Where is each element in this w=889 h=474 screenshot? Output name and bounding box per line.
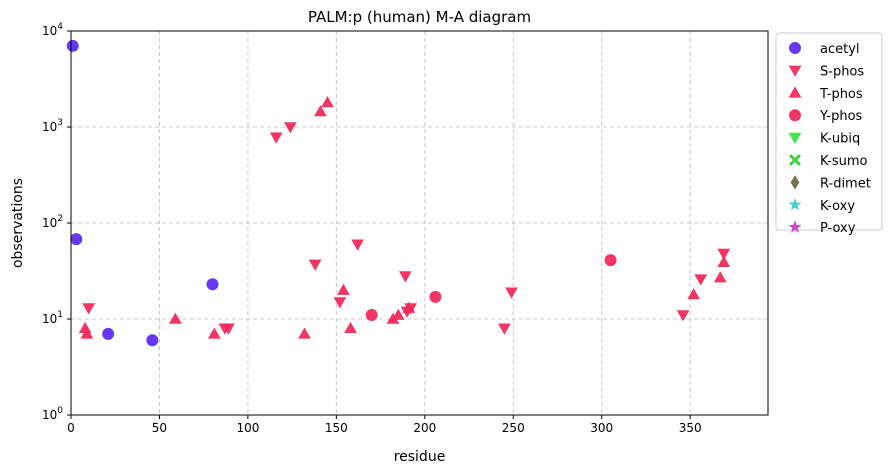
data-point-s-phos: [308, 259, 322, 271]
y-tick-label: 100: [42, 406, 63, 422]
data-point-acetyl: [70, 233, 83, 246]
data-point-s-phos: [398, 271, 412, 283]
data-point-s-phos: [694, 274, 708, 286]
y-tick-label: 102: [42, 214, 63, 230]
legend-label-k-ubiq: K-ubiq: [820, 132, 860, 147]
legend-marker-k-sumo: [789, 154, 801, 166]
legend-marker-p-oxy: [788, 220, 802, 233]
data-point-t-phos: [80, 327, 94, 339]
x-tick-label: 350: [679, 421, 702, 435]
legend-marker-r-dimet: [790, 175, 800, 190]
data-point-t-phos: [717, 255, 731, 268]
legend-marker-k-oxy: [788, 198, 802, 211]
data-point-t-phos: [321, 96, 334, 108]
legend-marker-t-phos: [788, 86, 802, 98]
data-point-y-phos: [365, 309, 378, 322]
x-tick-label: 200: [413, 421, 436, 435]
legend-label-k-sumo: K-sumo: [820, 154, 868, 169]
legend-label-k-oxy: K-oxy: [820, 199, 855, 214]
x-tick-label: 50: [152, 421, 167, 435]
data-point-s-phos: [82, 303, 96, 315]
data-point-t-phos: [298, 327, 311, 339]
legend-marker-s-phos: [788, 65, 802, 77]
x-axis-ticks: 0 50 100 150 200 250 300 350: [67, 415, 702, 435]
data-point-t-phos: [344, 321, 357, 334]
legend-label-p-oxy: P-oxy: [820, 221, 856, 236]
data-point-s-phos: [269, 132, 283, 144]
data-point-s-phos: [283, 122, 297, 134]
data-point-s-phos: [676, 310, 690, 322]
data-point-t-phos: [337, 283, 350, 295]
legend-marker-y-phos: [789, 109, 801, 122]
data-point-y-phos: [429, 290, 442, 303]
x-axis-title: residue: [394, 449, 446, 465]
data-point-s-phos: [505, 287, 518, 299]
data-point-s-phos: [222, 323, 235, 335]
data-point-t-phos: [713, 271, 727, 283]
legend-box: [775, 32, 883, 231]
data-point-s-phos: [333, 297, 347, 309]
data-point-t-phos: [391, 308, 405, 320]
data-point-acetyl: [102, 327, 115, 340]
data-point-t-phos: [314, 105, 327, 117]
x-tick-label: 100: [236, 421, 259, 435]
legend-label-r-dimet: R-dimet: [820, 176, 871, 191]
legend: acetyl S-phos T-phos Y-phos K-ubiq K-sumo R-di…: [775, 32, 883, 236]
y-axis-title: observations: [10, 178, 26, 268]
data-point-t-phos: [687, 288, 701, 300]
legend-marker-acetyl: [789, 42, 801, 54]
data-point-t-phos: [402, 301, 416, 313]
data-point-s-phos: [717, 248, 731, 261]
data-point-y-phos: [604, 254, 617, 267]
legend-marker-k-ubiq: [788, 132, 802, 144]
data-points: [66, 39, 731, 347]
legend-label-acetyl: acetyl: [820, 42, 860, 57]
y-tick-label: 101: [42, 310, 63, 326]
x-tick-label: 150: [325, 421, 348, 435]
legend-label-y-phos: Y-phos: [819, 109, 863, 124]
y-tick-label: 104: [42, 22, 63, 38]
x-tick-label: 250: [502, 421, 525, 435]
y-axis-ticks: 100 101 102 103 104: [42, 22, 71, 422]
data-point-acetyl: [146, 334, 159, 347]
plot-frame: [70, 30, 769, 416]
legend-label-s-phos: S-phos: [820, 64, 864, 79]
data-point-t-phos: [207, 327, 221, 339]
x-tick-label: 300: [590, 421, 613, 435]
data-point-t-phos: [168, 312, 182, 324]
chart-title: PALM:p (human) M-A diagram: [308, 8, 531, 26]
grid: [70, 30, 768, 416]
data-point-s-phos: [351, 239, 364, 251]
data-point-s-phos: [498, 323, 511, 335]
legend-label-t-phos: T-phos: [819, 87, 863, 102]
y-tick-label: 103: [42, 118, 63, 134]
x-tick-label: 0: [67, 421, 75, 435]
data-point-acetyl: [66, 39, 79, 52]
data-point-acetyl: [206, 278, 219, 291]
